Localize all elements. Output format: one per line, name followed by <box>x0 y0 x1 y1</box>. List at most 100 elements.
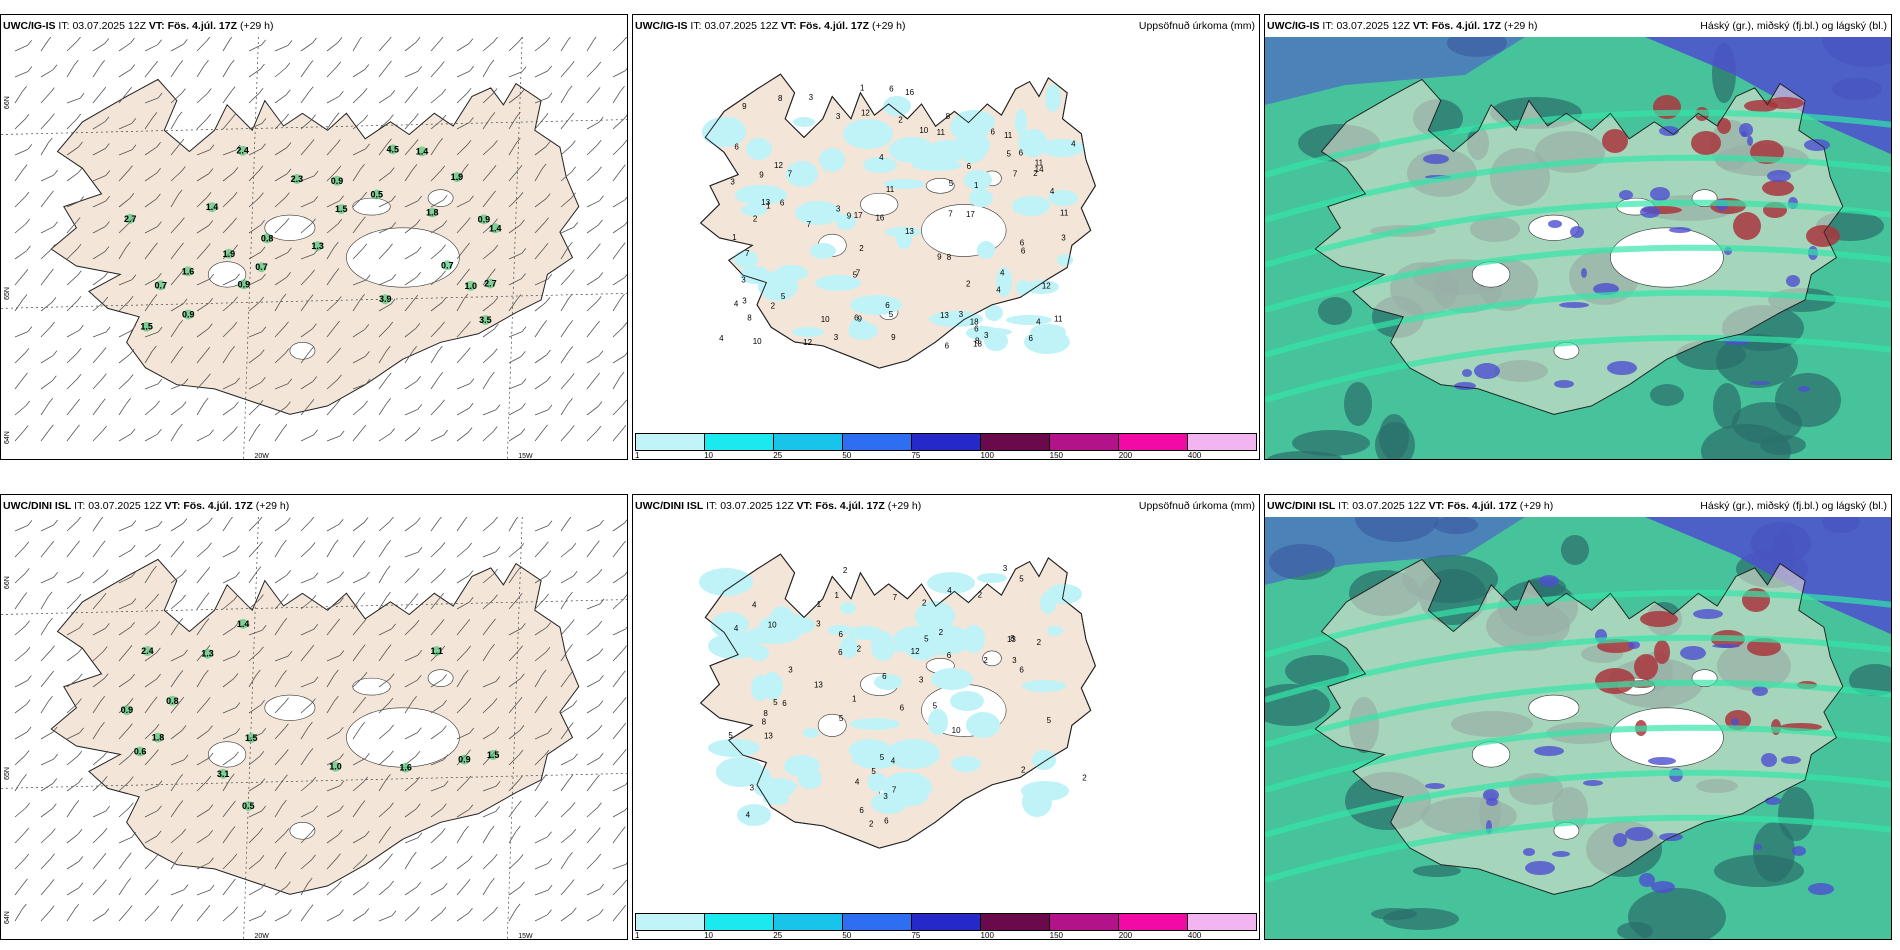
barb-flag <box>27 520 33 526</box>
barb-shaft <box>326 523 340 532</box>
barb-shaft <box>378 95 392 104</box>
barb-flag <box>26 726 32 733</box>
barb-shaft <box>300 882 309 896</box>
barb-shaft <box>430 40 441 52</box>
barb-shaft <box>586 171 598 182</box>
barb-shaft <box>248 331 263 338</box>
panel-header: UWC/IG-IS IT: 03.07.2025 12Z VT: Fös. 4.… <box>1265 15 1891 37</box>
wind-barb <box>456 804 474 818</box>
precip-value: 1.4 <box>489 223 502 233</box>
precip-spot <box>183 266 193 277</box>
precip-spot <box>125 213 136 224</box>
wind-barb <box>586 540 600 558</box>
barb-shaft <box>482 623 492 636</box>
barb-flag <box>125 241 131 248</box>
barb-flag <box>417 404 423 410</box>
barb-shaft <box>300 520 311 532</box>
wind-barb <box>170 166 186 182</box>
wind-barb <box>326 399 341 416</box>
barb-shaft <box>40 758 54 766</box>
barb-flag <box>515 137 521 144</box>
barb-flag <box>154 905 160 912</box>
precip-area <box>723 764 771 786</box>
barb-shaft <box>222 382 236 390</box>
barb-shaft <box>378 755 390 766</box>
wind-barb <box>560 722 574 740</box>
wind-barb <box>92 38 110 52</box>
wind-barb <box>14 144 33 156</box>
high-cloud-area <box>1651 881 1675 893</box>
barb-shaft <box>482 859 494 870</box>
wind-barb <box>326 805 344 818</box>
wind-barb <box>170 618 184 636</box>
barb-shaft <box>248 148 262 156</box>
barb-shaft <box>352 93 364 104</box>
precip-value: 0.9 <box>331 176 344 186</box>
precip-area <box>916 625 972 655</box>
barb-shaft <box>40 910 51 922</box>
barb-shaft <box>14 883 24 896</box>
barb-flag <box>494 323 499 330</box>
barb-shaft <box>378 678 391 688</box>
barb-shaft <box>92 832 104 844</box>
barb-shaft <box>248 859 261 870</box>
barb-shaft <box>352 248 363 260</box>
barb-flag <box>102 373 107 379</box>
barb-shaft <box>144 652 157 662</box>
barb-shaft <box>40 326 51 338</box>
barb-shaft <box>560 727 570 740</box>
barb-shaft <box>430 887 444 896</box>
barb-flag <box>621 540 626 547</box>
barb-flag <box>281 851 287 858</box>
wind-barb <box>612 85 625 104</box>
wind-barb <box>586 620 603 636</box>
barb-shaft <box>170 222 181 234</box>
barb-flag <box>308 86 314 92</box>
barb-shaft <box>170 523 184 532</box>
wind-barb <box>508 66 527 78</box>
barb-flag <box>334 268 340 274</box>
barb-shaft <box>66 755 79 766</box>
barb-shaft <box>378 778 387 792</box>
barb-shaft <box>352 429 363 442</box>
wind-barb <box>40 297 57 312</box>
barb-shaft <box>404 522 417 532</box>
barb-shaft <box>144 172 157 182</box>
barb-flag <box>25 620 30 627</box>
barb-flag <box>308 60 314 66</box>
precip-spot <box>400 762 411 773</box>
barb-shaft <box>326 885 338 896</box>
barb-shaft <box>378 377 388 390</box>
wind-barb <box>40 221 58 234</box>
wind-barb <box>586 883 605 896</box>
wind-barb <box>170 696 185 714</box>
barb-shaft <box>534 380 547 390</box>
barb-flag <box>181 88 186 94</box>
wind-barb <box>586 87 601 104</box>
precip-value: 8 <box>947 253 952 262</box>
barb-flag <box>53 519 58 526</box>
wind-barb <box>586 519 604 532</box>
wind-barb <box>352 351 370 364</box>
wind-barb <box>144 294 158 312</box>
barb-shaft <box>300 547 312 558</box>
precip-value: 1.4 <box>237 619 250 629</box>
barb-flag <box>385 565 391 572</box>
barb-flag <box>49 268 54 275</box>
barb-shaft <box>508 196 520 208</box>
wind-barb <box>378 591 391 610</box>
wind-barb <box>170 851 183 870</box>
precip-value: 6 <box>990 127 995 136</box>
wind-barb <box>170 39 188 52</box>
wind-barb <box>404 37 421 52</box>
legend-tick-label: 200 <box>1118 931 1133 940</box>
barb-flag <box>48 617 53 624</box>
wind-barb <box>248 143 266 156</box>
barb-shaft <box>534 863 549 870</box>
barb-shaft <box>456 144 468 156</box>
barb-flag <box>78 882 84 889</box>
barb-shaft <box>14 273 25 286</box>
barb-shaft <box>430 225 444 234</box>
barb-shaft <box>196 909 207 922</box>
windbarb-panel-dini: UWC/DINI ISL IT: 03.07.2025 12Z VT: Fös.… <box>0 494 628 940</box>
